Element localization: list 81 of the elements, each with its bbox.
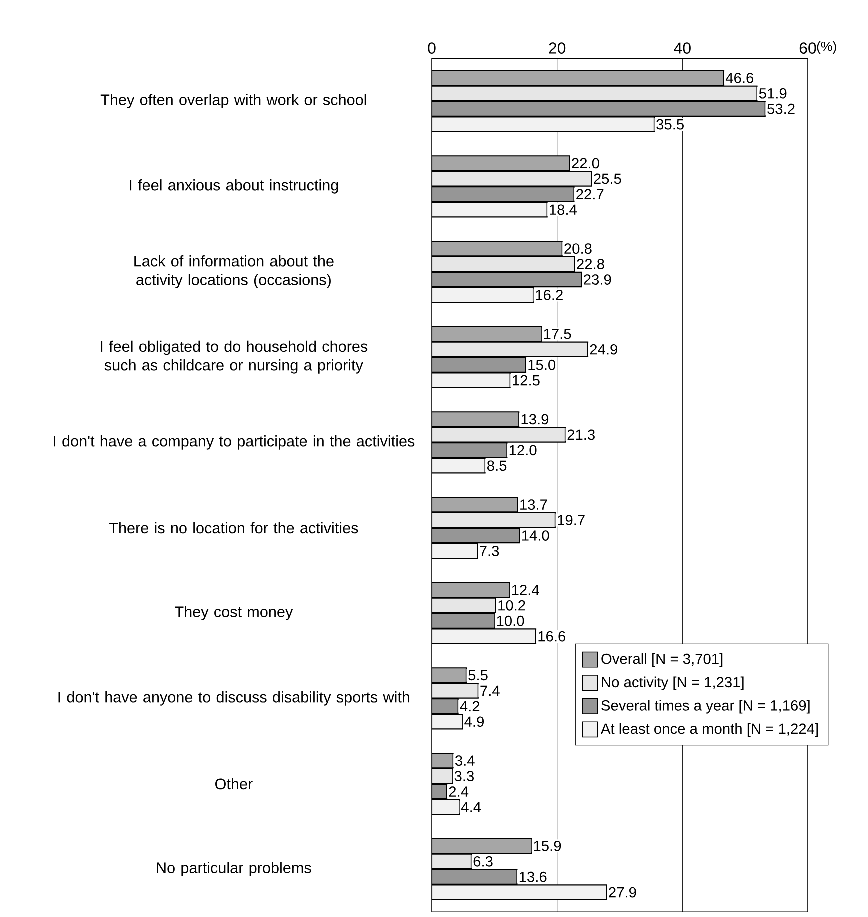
data-label: 10.0 — [497, 616, 524, 626]
bar — [432, 528, 520, 544]
data-label: 21.3 — [568, 430, 595, 440]
legend-label: Several times a year [N = 1,169] — [602, 700, 810, 714]
legend-label: No activity [N = 1,231] — [602, 676, 744, 690]
bar — [432, 342, 589, 358]
data-label: 17.5 — [544, 329, 572, 340]
data-label: 22.8 — [577, 259, 604, 270]
data-label: 13.7 — [520, 500, 548, 510]
data-label: 7.3 — [480, 546, 500, 556]
bar — [432, 256, 576, 272]
bar — [432, 613, 496, 629]
x-tick-label: 0 — [428, 42, 436, 54]
x-tick-label: 40 — [674, 42, 691, 54]
bar — [432, 598, 496, 614]
y-tick-label: I don't have a company to participate in the activities — [54, 436, 415, 450]
data-label: 10.2 — [498, 600, 526, 611]
data-label: 2.4 — [449, 786, 469, 797]
y-tick-label: I feel obligated to do household chores such as childcare or nursing a priority — [101, 340, 368, 374]
data-label: 5.5 — [468, 670, 488, 681]
data-label: 27.9 — [609, 887, 636, 898]
x-axis-title: (%) — [817, 42, 836, 54]
data-label: 7.4 — [480, 686, 500, 696]
bar — [432, 240, 563, 257]
data-label: 3.4 — [455, 756, 475, 766]
data-label: 22.7 — [576, 189, 604, 200]
legend-label: At least once a month [N = 1,224] — [600, 723, 818, 738]
bar — [432, 70, 725, 86]
data-label: 3.3 — [454, 771, 474, 782]
data-label: 20.8 — [564, 244, 592, 254]
y-tick-label: Lack of information about the activity locations (occasions) — [134, 256, 334, 288]
data-label: 4.2 — [460, 701, 480, 712]
data-label: 12.4 — [512, 585, 540, 596]
bar — [432, 442, 508, 458]
data-label: 6.3 — [474, 856, 493, 867]
y-tick-label: There is no location for the activities — [109, 522, 358, 534]
y-tick-label: I feel anxious about instructing — [130, 180, 338, 194]
data-label: 13.9 — [522, 414, 549, 425]
data-label: 22.0 — [572, 158, 600, 169]
data-label: 18.4 — [550, 204, 578, 216]
bar — [432, 86, 758, 102]
bar — [432, 412, 520, 428]
data-label: 35.5 — [656, 119, 684, 130]
bar — [432, 668, 467, 684]
data-label: 51.9 — [759, 88, 787, 99]
data-label: 19.7 — [558, 515, 585, 526]
data-label: 53.2 — [768, 104, 795, 114]
bar — [432, 869, 518, 885]
bar — [432, 101, 766, 117]
data-label: 4.9 — [464, 716, 484, 728]
bar — [432, 582, 510, 598]
bar — [432, 854, 472, 870]
bar — [432, 496, 518, 513]
y-tick-label: I don't have anyone to discuss disability sports with — [58, 692, 410, 706]
data-label: 13.6 — [520, 872, 547, 882]
data-label: 23.9 — [584, 274, 612, 285]
bar — [432, 272, 582, 288]
data-label: 46.6 — [726, 72, 754, 84]
bar — [432, 171, 592, 187]
data-label: 12.5 — [513, 375, 540, 386]
data-label: 15.9 — [534, 840, 562, 852]
legend-label: Overall [N = 3,701] — [602, 654, 723, 668]
y-tick-label: Other — [216, 778, 253, 790]
bar — [432, 156, 570, 172]
data-label: 25.5 — [594, 174, 622, 184]
bar — [432, 683, 479, 699]
data-label: 15.0 — [528, 360, 556, 370]
bar — [432, 186, 575, 202]
data-label: 12.0 — [510, 445, 537, 456]
x-tick-label: 20 — [549, 42, 566, 54]
data-label: 14.0 — [522, 530, 550, 541]
y-tick-label: No particular problems — [157, 862, 312, 876]
bar — [432, 427, 566, 443]
y-tick-label: They cost money — [175, 606, 294, 620]
data-label: 8.5 — [487, 460, 507, 472]
x-tick-label: 60 — [800, 42, 816, 54]
data-label: 4.4 — [462, 802, 482, 812]
y-tick-label: They often overlap with work or school — [100, 94, 366, 108]
data-label: 16.2 — [536, 290, 563, 300]
data-label: 24.9 — [590, 344, 618, 355]
data-label: 16.6 — [538, 631, 566, 642]
